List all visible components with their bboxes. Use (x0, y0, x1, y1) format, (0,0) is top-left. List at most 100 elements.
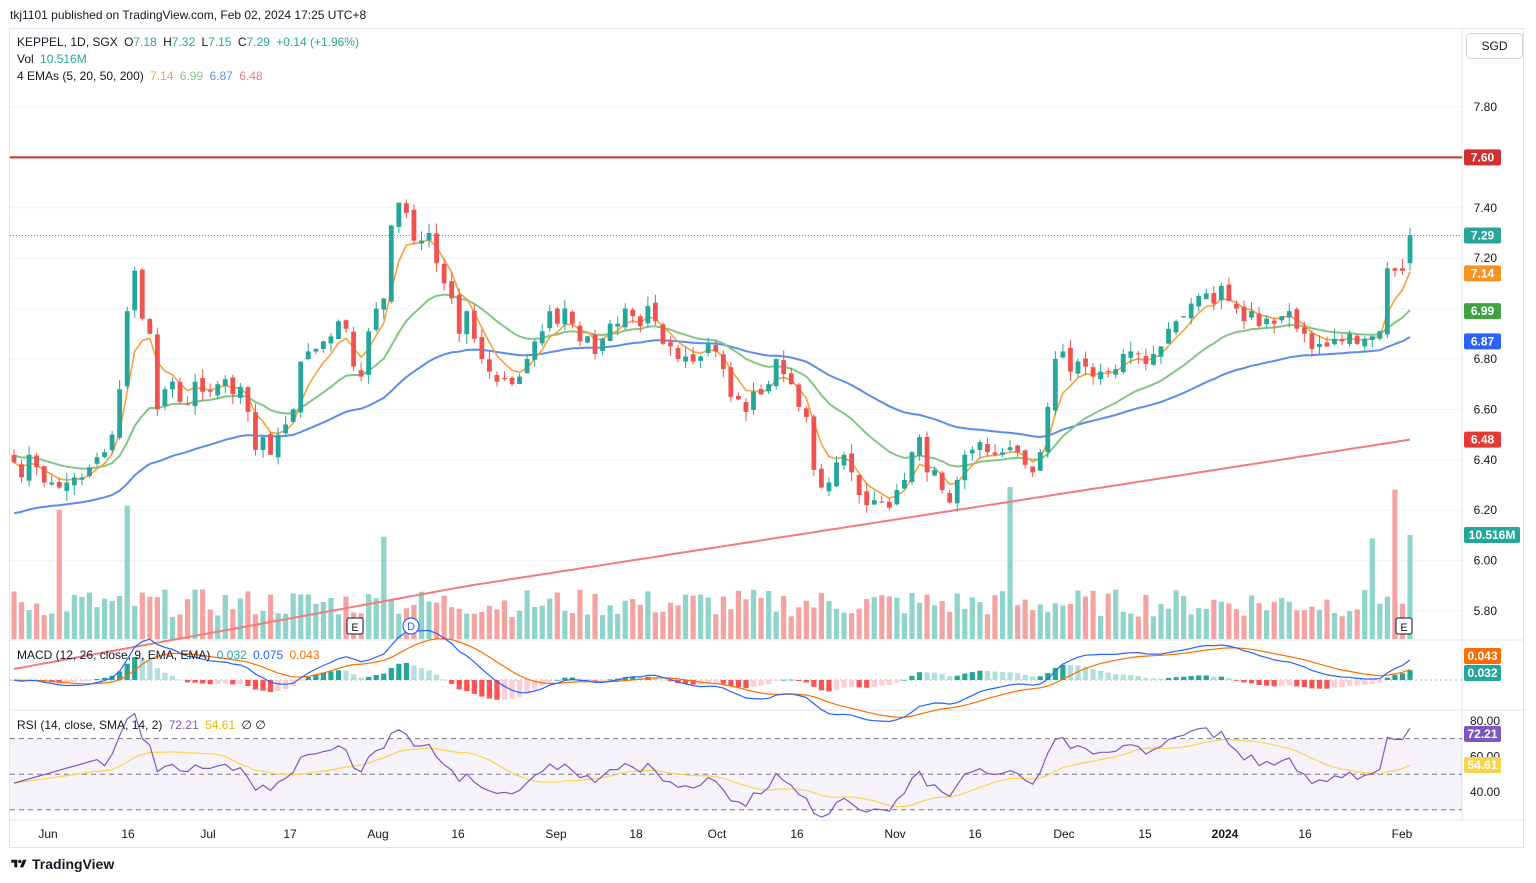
candle-body (849, 453, 854, 473)
volume-bar (841, 612, 847, 639)
volume-bar (109, 600, 115, 639)
ema-label[interactable]: 4 EMAs (5, 20, 50, 200) (17, 69, 144, 83)
candle-body (902, 479, 907, 489)
earnings-marker (346, 617, 364, 635)
candle-body (947, 492, 953, 503)
candle-body (207, 389, 213, 392)
candle-body (939, 472, 945, 491)
earnings-marker-label: E (351, 622, 358, 634)
time-tick-label: Aug (367, 827, 388, 841)
volume-bar (962, 608, 968, 639)
candle-body (796, 384, 802, 407)
macd-hist-bar (162, 672, 168, 680)
macd-hist-bar (245, 680, 251, 687)
candle-body (313, 348, 319, 352)
macd-hist-bar (901, 679, 908, 681)
volume-bar (630, 599, 636, 639)
time-tick-label: Jul (200, 827, 215, 841)
macd-hist-bar (260, 680, 266, 691)
candle-body (200, 378, 206, 392)
volume-bar (924, 594, 930, 639)
candle-body (562, 308, 568, 325)
volume-bar (599, 615, 606, 639)
candle-body (109, 434, 115, 451)
symbol-label[interactable]: KEPPEL, 1D, SGX (17, 35, 118, 49)
macd-hist-bar (765, 680, 772, 685)
volume-bar (290, 593, 296, 639)
currency-button[interactable]: SGD (1466, 33, 1523, 59)
candle-body (237, 386, 243, 399)
macd-hist-bar (1196, 675, 1202, 680)
macd-hist-bar (132, 656, 138, 680)
rsi-label[interactable]: RSI (14, close, SMA, 14, 2) (17, 718, 163, 732)
volume-bar (1158, 603, 1164, 639)
macd-hist-bar (713, 680, 719, 683)
macd-hist-bar (1135, 676, 1141, 680)
candle-body (1226, 284, 1232, 302)
macd-hist-bar (886, 680, 892, 685)
macd-hist-bar (1158, 678, 1164, 680)
macd-hist-bar (849, 680, 855, 687)
volume-bar (849, 613, 855, 639)
ema200-value: 6.48 (239, 69, 263, 83)
macd-price-label: 0.032 (1467, 666, 1497, 680)
vol-label[interactable]: Vol (17, 52, 34, 66)
macd-hist-bar (237, 680, 243, 685)
rsi-price-label-bg (1464, 726, 1501, 742)
candle-body (1203, 293, 1209, 300)
close-value: 7.29 (246, 35, 270, 49)
candle-body (275, 434, 281, 458)
time-tick-label: 16 (1298, 827, 1312, 841)
volume-bar (999, 591, 1006, 639)
ema50-line (13, 336, 1411, 515)
volume-bar (524, 590, 530, 639)
volume-bar (1286, 601, 1292, 639)
candle-body (19, 464, 24, 478)
volume-bar (200, 589, 206, 639)
volume-bar (577, 589, 583, 639)
macd-hist-bar (1015, 673, 1021, 680)
volume-bar (796, 607, 802, 639)
volume-price-label-bg (1464, 527, 1520, 543)
candle-body (1015, 445, 1021, 453)
macd-hist-bar (652, 677, 659, 680)
macd-hist-bar (1203, 675, 1209, 680)
macd-label[interactable]: MACD (12, 26, close, 9, EMA, EMA) (17, 648, 211, 662)
candle-body (87, 467, 92, 477)
volume-bar (464, 613, 470, 639)
macd-hist-bar (441, 679, 447, 681)
price-axis: 7.807.607.407.207.006.806.606.406.206.00… (1470, 100, 1500, 799)
macd-hist-bar (894, 680, 900, 683)
candle-body (932, 469, 938, 476)
open-label: O (124, 35, 134, 49)
candle-body (426, 233, 432, 241)
tradingview-footer[interactable]: TradingView (10, 856, 114, 872)
candle-body (102, 452, 107, 457)
candle-body (826, 482, 832, 492)
volume-bar (1090, 590, 1096, 639)
volume-bar (1279, 598, 1285, 639)
candle-body (328, 336, 334, 344)
candle-body (222, 379, 228, 387)
volume-bar (283, 613, 289, 639)
volume-bar (275, 613, 281, 639)
volume-bar (720, 596, 726, 639)
volume-bar (1196, 608, 1202, 639)
macd-hist-bar (516, 680, 523, 697)
macd-hist-bar (864, 680, 870, 688)
candle-body (1188, 303, 1194, 319)
macd-hist-bar (335, 670, 342, 680)
volume-bar (1113, 589, 1119, 639)
volume-bar (26, 610, 32, 639)
candle-body (1090, 367, 1096, 377)
volume-bar (1150, 616, 1157, 639)
candle-body (94, 457, 100, 464)
time-tick-label: Sep (545, 827, 567, 841)
macd-hist-bar (720, 680, 726, 684)
macd-hist-bar (381, 673, 387, 680)
ema200-price-label: 6.48 (1471, 433, 1495, 447)
volume-bar (1362, 590, 1368, 639)
volume-bar (41, 615, 47, 639)
